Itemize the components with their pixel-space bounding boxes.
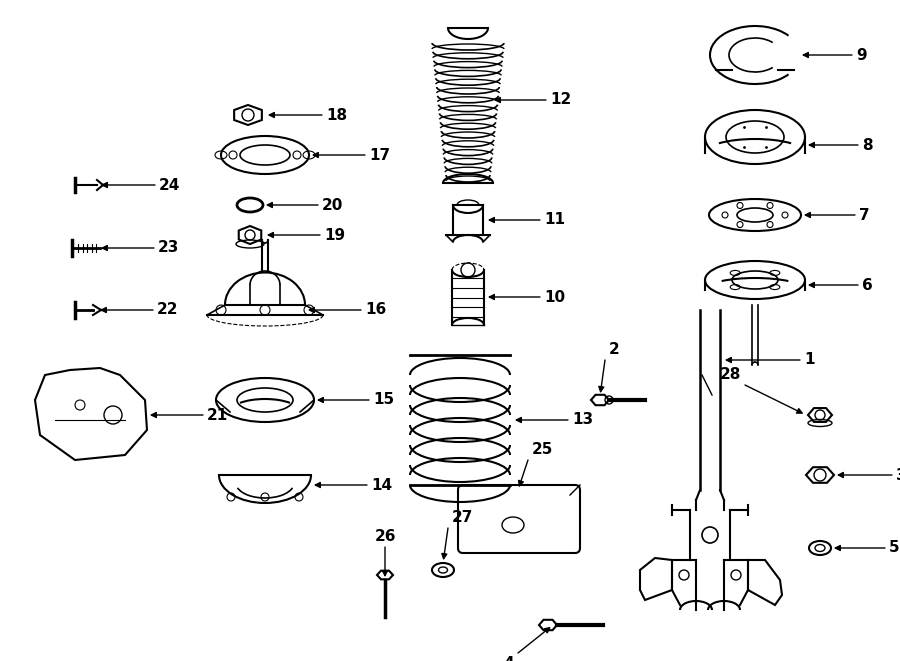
Text: 17: 17	[369, 147, 390, 163]
Text: 16: 16	[365, 303, 386, 317]
Text: 12: 12	[550, 93, 572, 108]
Text: 25: 25	[532, 442, 554, 457]
Text: 28: 28	[720, 367, 741, 382]
Text: 23: 23	[158, 241, 179, 256]
Text: 27: 27	[452, 510, 473, 525]
Text: 14: 14	[371, 477, 392, 492]
Text: 26: 26	[374, 529, 396, 544]
Text: 1: 1	[804, 352, 814, 368]
Text: 3: 3	[896, 467, 900, 483]
Text: 20: 20	[322, 198, 344, 212]
Text: 19: 19	[324, 227, 345, 243]
Text: 6: 6	[862, 278, 873, 293]
Text: 13: 13	[572, 412, 593, 428]
Text: 21: 21	[207, 407, 229, 422]
Text: 18: 18	[326, 108, 347, 122]
Text: 4: 4	[503, 656, 514, 661]
Text: 11: 11	[544, 212, 565, 227]
Text: 15: 15	[373, 393, 394, 407]
Text: 22: 22	[157, 303, 178, 317]
Text: 9: 9	[856, 48, 867, 63]
Text: 5: 5	[889, 541, 900, 555]
Text: 10: 10	[544, 290, 565, 305]
Text: 24: 24	[159, 178, 180, 192]
Text: 8: 8	[862, 137, 873, 153]
Text: 7: 7	[859, 208, 869, 223]
Text: 2: 2	[609, 342, 620, 357]
